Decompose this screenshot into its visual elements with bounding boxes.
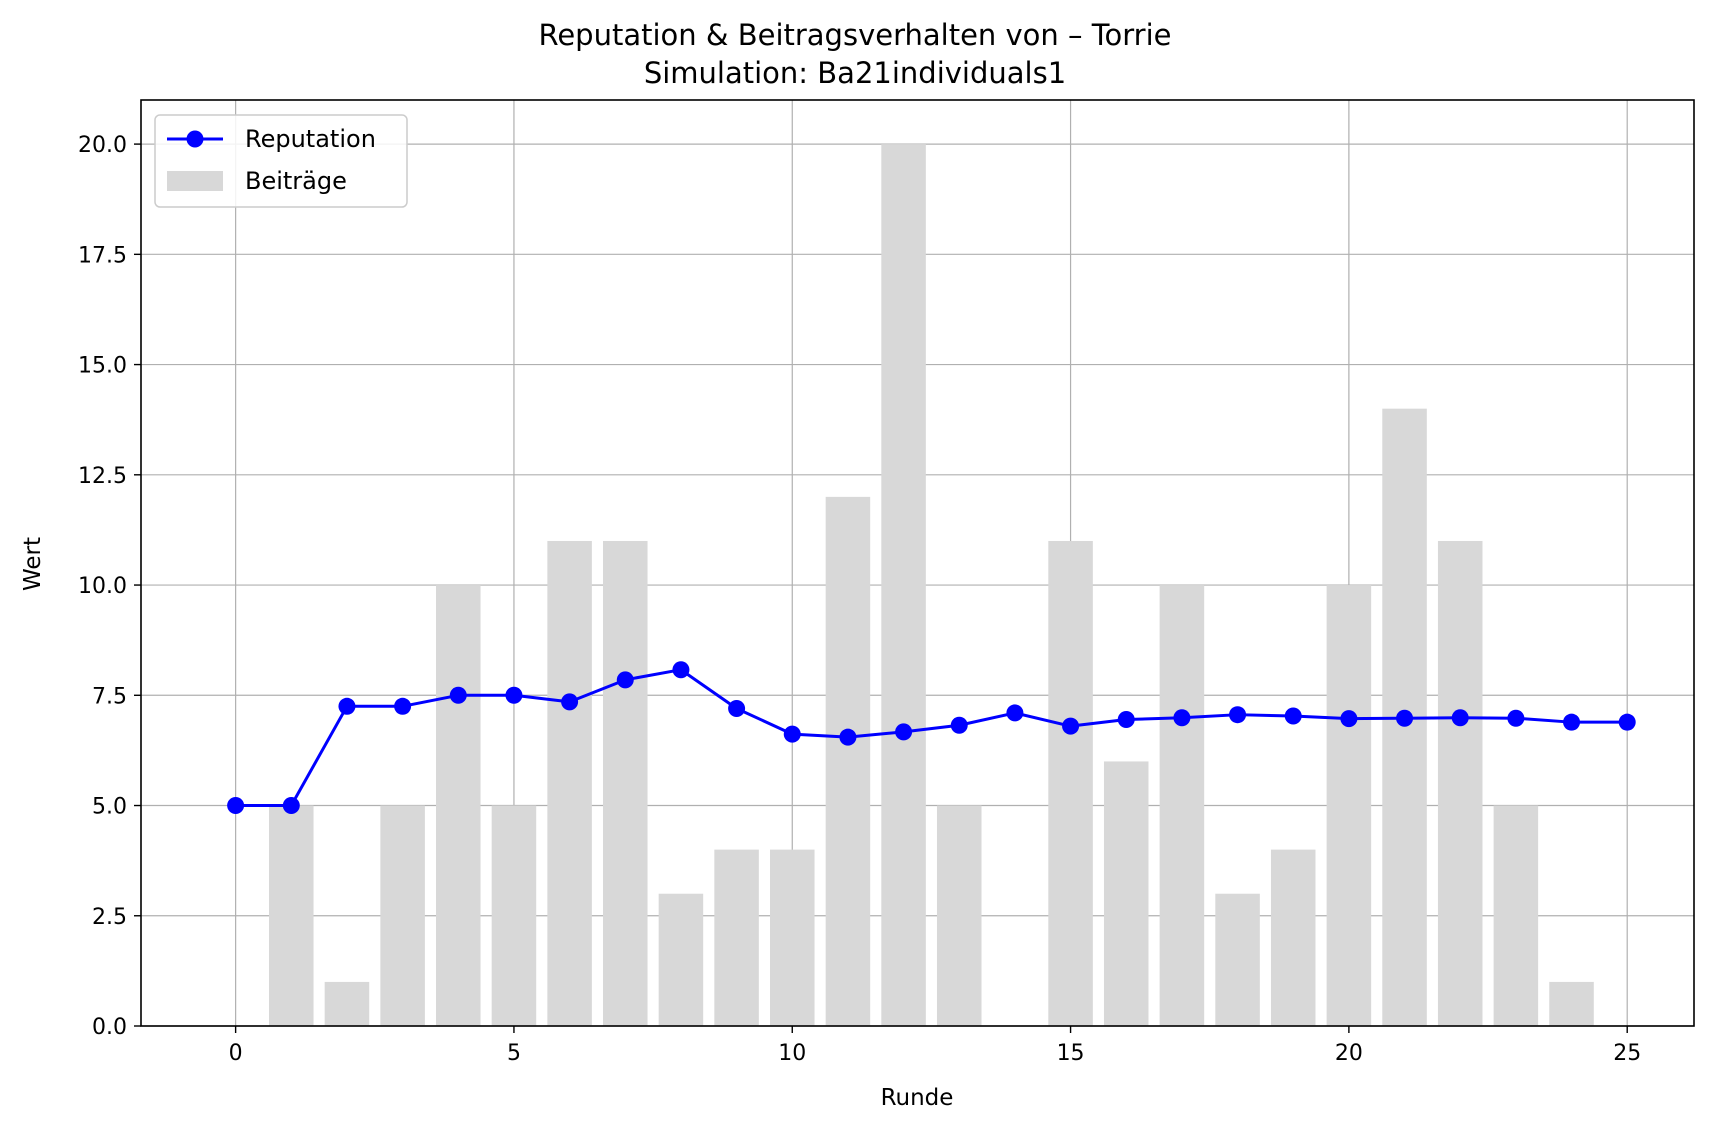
- bar: [380, 805, 425, 1026]
- bar: [324, 981, 370, 1026]
- chart-title: Reputation & Beitragsverhalten von – Tor…: [538, 18, 1171, 52]
- x-tick-label: 5: [507, 1041, 521, 1066]
- y-tick-label: 17.5: [78, 243, 127, 268]
- reputation-point: [282, 797, 300, 815]
- y-tick-label: 2.5: [92, 905, 127, 930]
- reputation-point: [728, 700, 746, 718]
- bar: [1549, 981, 1594, 1026]
- reputation-point: [1006, 704, 1024, 722]
- reputation-point: [505, 686, 523, 704]
- reputation-point: [839, 728, 857, 746]
- reputation-point: [1117, 711, 1135, 729]
- bar: [1493, 805, 1539, 1026]
- x-tick-label: 15: [1057, 1041, 1085, 1066]
- legend: Reputation Beiträge: [154, 114, 408, 208]
- reputation-point: [1229, 706, 1247, 724]
- bar: [825, 496, 871, 1026]
- x-tick-label: 20: [1335, 1041, 1363, 1066]
- y-tick-label: 5.0: [92, 795, 127, 820]
- bar: [714, 849, 759, 1026]
- bar: [547, 540, 592, 1026]
- reputation-point: [227, 797, 245, 815]
- plot-frame: [140, 99, 1695, 1027]
- legend-marker-swatch: [186, 130, 204, 148]
- bar: [1215, 893, 1260, 1026]
- bar: [936, 805, 982, 1026]
- y-tick-label: 10.0: [78, 574, 127, 599]
- reputation-point: [338, 697, 356, 715]
- reputation-point: [1507, 709, 1525, 727]
- y-tick-label: 7.5: [92, 684, 127, 709]
- reputation-point: [783, 725, 801, 743]
- axes: 0 5 10 15 20 25 0.0 2.5 5.0 7.5 10.0 12.5 15.0 17.5 20…: [78, 99, 1695, 1066]
- chart-subtitle: Simulation: Ba21individuals1: [644, 56, 1066, 90]
- reputation-point: [1284, 707, 1302, 725]
- line-series: [227, 661, 1636, 815]
- reputation-point: [1451, 709, 1469, 727]
- reputation-point: [1062, 717, 1080, 735]
- bar: [436, 585, 481, 1026]
- bar: [1103, 761, 1149, 1026]
- bar: [769, 849, 815, 1026]
- reputation-point: [1618, 713, 1636, 731]
- bar: [1326, 585, 1372, 1026]
- legend-label-reputation: Reputation: [245, 125, 376, 153]
- y-axis-label: Wert: [20, 537, 46, 591]
- bar: [269, 805, 314, 1026]
- reputation-point: [950, 716, 968, 734]
- reputation-point: [1396, 709, 1414, 727]
- reputation-point: [1563, 713, 1581, 731]
- y-tick-label: 15.0: [78, 354, 127, 379]
- bar: [1437, 540, 1483, 1026]
- reputation-point: [1173, 709, 1191, 727]
- x-axis-label: Runde: [881, 1085, 954, 1111]
- reputation-point: [394, 697, 412, 715]
- legend-label-beitraege: Beiträge: [245, 167, 347, 195]
- bar: [491, 805, 537, 1026]
- legend-bar-swatch: [167, 171, 223, 191]
- reputation-point: [672, 661, 690, 679]
- y-tick-label: 12.5: [78, 464, 127, 489]
- bar: [1159, 585, 1205, 1026]
- bar: [603, 540, 648, 1026]
- reputation-point: [561, 693, 579, 711]
- reputation-point: [895, 723, 913, 741]
- y-tick-label: 0.0: [92, 1015, 127, 1040]
- reputation-point: [616, 671, 634, 689]
- x-tick-label: 0: [229, 1041, 243, 1066]
- x-tick-label: 10: [778, 1041, 806, 1066]
- y-tick-label: 20.0: [78, 133, 127, 158]
- bar: [1048, 540, 1093, 1026]
- bar: [1270, 849, 1316, 1026]
- bar: [658, 893, 704, 1026]
- bar-series: [269, 144, 1594, 1027]
- reputation-line: [235, 668, 1628, 808]
- bar: [881, 144, 926, 1027]
- reputation-point: [449, 686, 467, 704]
- x-tick-label: 25: [1613, 1041, 1641, 1066]
- reputation-point: [1340, 710, 1358, 728]
